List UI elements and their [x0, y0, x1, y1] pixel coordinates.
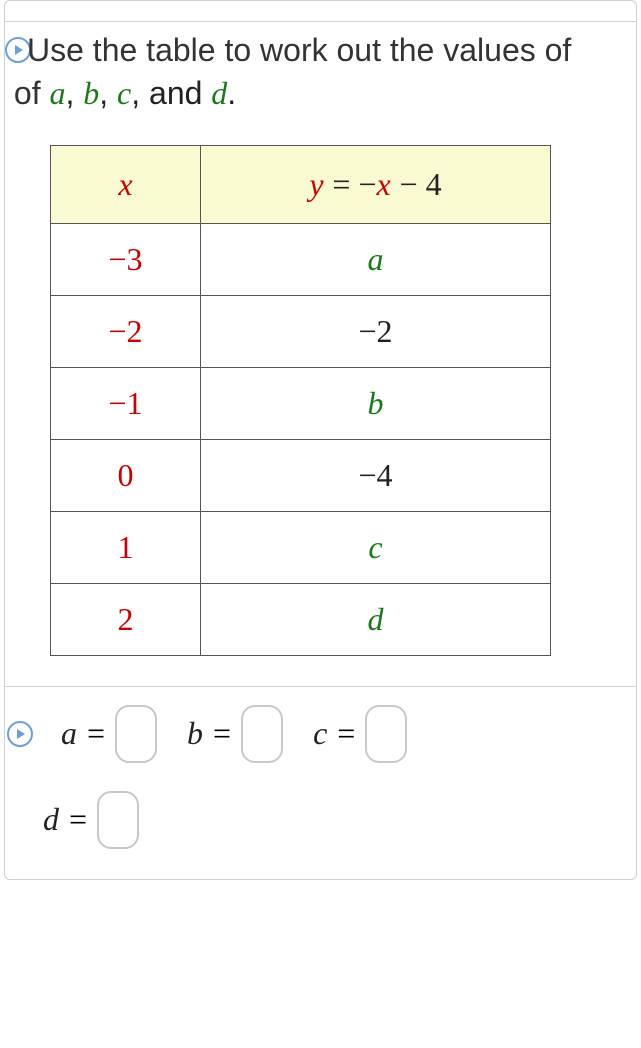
- value-table-wrap: x y = −x − 4 −3 a −2 −2: [5, 115, 636, 686]
- answer-a: a =: [61, 705, 157, 763]
- table-row: −2 −2: [51, 295, 551, 367]
- cell-x: 1: [118, 529, 134, 565]
- table-row: 1 c: [51, 511, 551, 583]
- answer-d: d =: [43, 791, 139, 849]
- cell-y: −2: [358, 313, 392, 349]
- equals-sign: =: [213, 715, 231, 752]
- value-table: x y = −x − 4 −3 a −2 −2: [50, 145, 551, 656]
- cell-y: c: [368, 529, 382, 565]
- cell-x: −3: [108, 241, 142, 277]
- answer-label: a: [61, 715, 77, 752]
- answer-c: c =: [313, 705, 407, 763]
- cell-x: 0: [118, 457, 134, 493]
- var-a: a: [49, 75, 65, 111]
- cell-x: −2: [108, 313, 142, 349]
- answer-input-d[interactable]: [97, 791, 139, 849]
- cell-x: 2: [118, 601, 134, 637]
- question-card: Use the table to work out the values of …: [4, 0, 637, 880]
- answers-section: a = b = c = d =: [5, 687, 636, 879]
- answer-label: b: [187, 715, 203, 752]
- header-x: x: [51, 145, 201, 223]
- answer-b: b =: [187, 705, 283, 763]
- table-row: 2 d: [51, 583, 551, 655]
- question-text: Use the table to work out the values of …: [5, 22, 636, 115]
- table-header-row: x y = −x − 4: [51, 145, 551, 223]
- table-row: −1 b: [51, 367, 551, 439]
- var-b: b: [83, 75, 99, 111]
- answer-input-a[interactable]: [115, 705, 157, 763]
- header-y: y = −x − 4: [201, 145, 551, 223]
- equals-sign: =: [69, 801, 87, 838]
- cell-x: −1: [108, 385, 142, 421]
- var-c: c: [117, 75, 131, 111]
- answer-input-c[interactable]: [365, 705, 407, 763]
- var-d: d: [211, 75, 227, 111]
- answer-row-2: d =: [5, 763, 636, 849]
- cell-y: d: [368, 601, 384, 637]
- equals-sign: =: [87, 715, 105, 752]
- cell-y: a: [368, 241, 384, 277]
- table-row: −3 a: [51, 223, 551, 295]
- table-row: 0 −4: [51, 439, 551, 511]
- answer-input-b[interactable]: [241, 705, 283, 763]
- answer-label: d: [43, 801, 59, 838]
- play-circle-icon[interactable]: [7, 721, 33, 747]
- answer-row-1: a = b = c =: [5, 705, 636, 763]
- equals-sign: =: [337, 715, 355, 752]
- answer-label: c: [313, 715, 327, 752]
- question-tail: .: [227, 75, 236, 111]
- question-lead: Use the table to work out the values of: [27, 32, 571, 68]
- cell-y: b: [368, 385, 384, 421]
- cell-y: −4: [358, 457, 392, 493]
